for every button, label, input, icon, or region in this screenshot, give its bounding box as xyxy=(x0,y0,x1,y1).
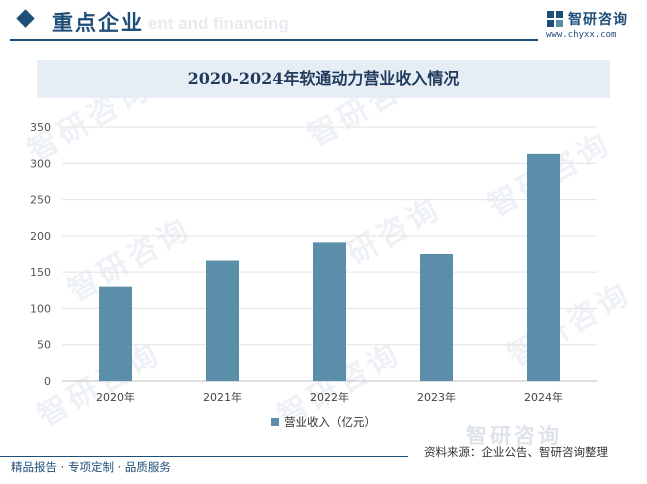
chart-title: 2020-2024年软通动力营业收入情况 xyxy=(187,69,460,88)
y-tick-label: 350 xyxy=(30,121,51,134)
y-tick-label: 100 xyxy=(30,302,51,315)
footer-logo-text: 智研咨询 xyxy=(466,424,562,448)
legend: 营业收入（亿元） xyxy=(0,414,647,430)
bar xyxy=(527,153,560,381)
y-tick-label: 250 xyxy=(30,194,51,207)
bar xyxy=(313,242,346,381)
x-tick-label: 2021年 xyxy=(203,390,242,404)
legend-label: 营业收入（亿元） xyxy=(284,415,376,429)
source-note: 资料来源：企业公告、智研咨询整理 xyxy=(424,445,608,459)
diamond-bullet-icon xyxy=(16,9,35,28)
x-tick-label: 2022年 xyxy=(310,390,349,404)
bar-chart: 0 50 100 150 200 250 300 350 2020年 2021年 2022年 2023… xyxy=(30,121,597,404)
footer-divider xyxy=(0,456,408,457)
y-tick-label: 0 xyxy=(44,375,51,388)
brand-url: www.chyxx.com xyxy=(546,30,617,40)
y-tick-label: 200 xyxy=(30,230,51,243)
bar xyxy=(99,286,132,381)
legend-swatch xyxy=(271,418,279,426)
brand-logo-icon xyxy=(547,11,563,27)
footer-slogan: 精品报告 · 专项定制 · 品质服务 xyxy=(11,460,171,474)
brand-logo-text: 智研咨询 xyxy=(568,12,628,28)
y-tick-label: 300 xyxy=(30,157,51,170)
x-tick-label: 2023年 xyxy=(417,390,456,404)
x-tick-label: 2020年 xyxy=(96,390,135,404)
header-divider xyxy=(10,39,538,41)
chart-title-band: 2020-2024年软通动力营业收入情况 xyxy=(37,60,610,98)
bar xyxy=(206,260,239,381)
y-tick-label: 50 xyxy=(37,339,51,352)
section-ghost-text: ent and financing xyxy=(148,14,289,33)
bar xyxy=(420,254,453,381)
header: ent and financing 重点企业 智研咨询 www.chyxx.co… xyxy=(0,0,647,44)
section-title: 重点企业 xyxy=(52,11,144,35)
y-tick-label: 150 xyxy=(30,266,51,279)
x-tick-label: 2024年 xyxy=(524,390,563,404)
